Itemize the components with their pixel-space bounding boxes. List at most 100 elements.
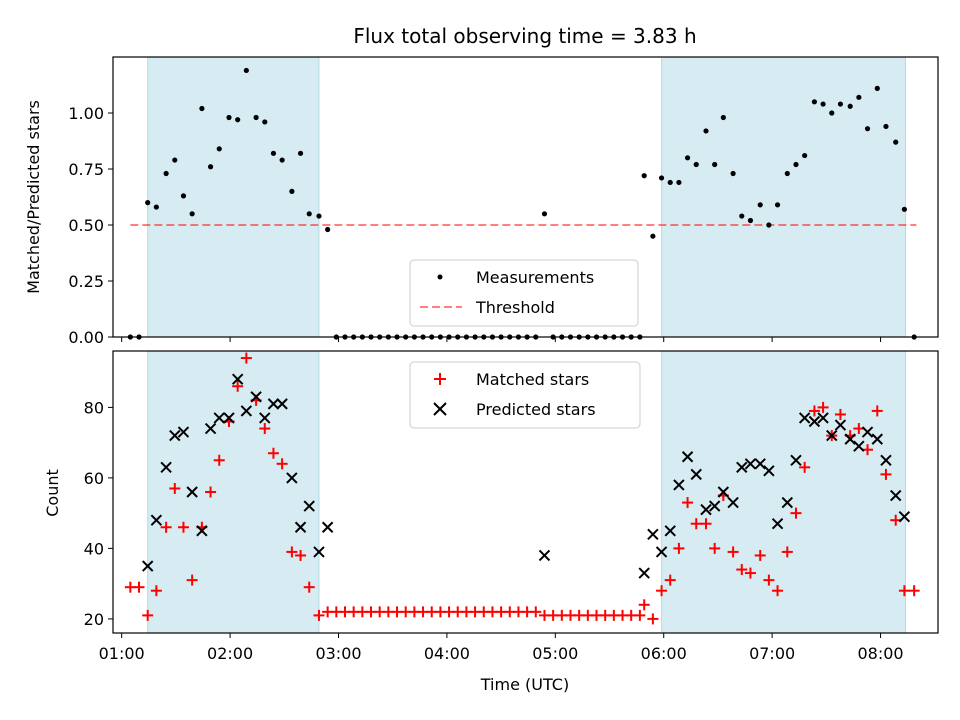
predicted-star-point bbox=[798, 412, 811, 424]
predicted-star-point bbox=[871, 433, 883, 445]
x-tick-label: 06:00 bbox=[641, 644, 687, 663]
predicted-x-b bbox=[790, 454, 802, 466]
measurement-point bbox=[766, 222, 772, 228]
bottom-legend-box bbox=[409, 361, 641, 429]
predicted-star-point bbox=[771, 518, 784, 530]
predicted-x-b bbox=[708, 500, 721, 512]
predicted-x-b bbox=[538, 549, 551, 562]
measurement-point bbox=[667, 179, 673, 186]
predicted-x-b bbox=[186, 486, 198, 498]
matched-star-point bbox=[754, 549, 766, 561]
predicted-star-point bbox=[186, 486, 198, 498]
predicted-star-point bbox=[708, 500, 721, 512]
measurement-point bbox=[641, 173, 647, 179]
measurement-point bbox=[189, 211, 195, 217]
measurement-point bbox=[243, 67, 249, 74]
matched-star-point bbox=[736, 564, 748, 576]
bottom-y-axis-label: Count bbox=[43, 469, 62, 517]
matched-star-point bbox=[150, 585, 162, 597]
bottom-axes-frame bbox=[112, 350, 939, 634]
measurement-point bbox=[316, 213, 322, 219]
predicted-x-b bbox=[808, 415, 821, 428]
y-tick-label: 1.00 bbox=[68, 104, 104, 123]
predicted-x-b bbox=[781, 496, 794, 509]
matched-star-point bbox=[267, 447, 279, 459]
measurement-point bbox=[199, 105, 205, 112]
shaded-region-2 bbox=[661, 56, 906, 338]
predicted-x-b bbox=[871, 433, 883, 445]
matched-star-point bbox=[880, 468, 892, 480]
matched-star-point bbox=[799, 461, 811, 473]
predicted-star-point bbox=[259, 412, 271, 424]
predicted-x-b bbox=[141, 560, 154, 572]
matched-star-point bbox=[744, 567, 756, 579]
measurement-point bbox=[253, 114, 259, 121]
figure-title: Flux total observing time = 3.83 h bbox=[353, 24, 696, 48]
predicted-star-point bbox=[204, 422, 217, 435]
predicted-x-b bbox=[754, 458, 766, 470]
top-measurements-layer bbox=[127, 67, 917, 340]
predicted-star-point bbox=[763, 465, 775, 477]
measurement-point bbox=[180, 193, 187, 199]
matched-star-point bbox=[303, 581, 315, 593]
predicted-star-point bbox=[826, 429, 838, 442]
predicted-star-point bbox=[898, 510, 911, 523]
predicted-x-b bbox=[286, 472, 298, 484]
matched-star-point bbox=[205, 486, 217, 498]
y-tick-label: 0.00 bbox=[68, 328, 104, 347]
matched-star-point bbox=[673, 542, 685, 554]
predicted-star-point bbox=[880, 454, 892, 466]
matched-star-point bbox=[853, 423, 865, 435]
predicted-star-point bbox=[744, 458, 757, 470]
predicted-star-point bbox=[321, 521, 334, 533]
matched-star-point bbox=[634, 609, 646, 621]
predicted-x-b bbox=[240, 405, 253, 417]
predicted-x-b bbox=[890, 489, 902, 502]
predicted-x-b bbox=[196, 525, 208, 537]
predicted-star-point bbox=[141, 560, 154, 572]
x-tick-label: 07:00 bbox=[749, 644, 795, 663]
x-axis-label: Time (UTC) bbox=[480, 675, 569, 694]
measurement-point bbox=[793, 161, 799, 168]
matched-star-point bbox=[276, 458, 288, 470]
matched-star-point bbox=[313, 609, 325, 621]
matched-star-point bbox=[295, 549, 307, 561]
legend-predicted-label: Predicted stars bbox=[476, 400, 596, 419]
measurement-point bbox=[874, 85, 880, 91]
predicted-x-b bbox=[763, 465, 775, 477]
predicted-star-point bbox=[808, 415, 821, 428]
matched-star-point bbox=[871, 405, 883, 417]
matched-star-point bbox=[213, 454, 225, 466]
predicted-x-b bbox=[259, 412, 271, 424]
legend-threshold-label: Threshold bbox=[475, 298, 555, 317]
predicted-x-b bbox=[303, 500, 315, 512]
predicted-x-b bbox=[223, 412, 235, 424]
matched-star-point bbox=[700, 518, 712, 530]
measurement-point bbox=[784, 170, 790, 177]
measurement-point bbox=[270, 150, 277, 156]
matched-star-point bbox=[664, 574, 676, 586]
bottom-y-ticks: 20 40 60 80 bbox=[84, 398, 113, 629]
matched-star-point bbox=[530, 606, 542, 618]
measurement-point bbox=[864, 126, 871, 132]
top-x-ticks bbox=[121, 337, 882, 342]
shaded-region-2 bbox=[661, 350, 906, 634]
predicted-star-point bbox=[294, 521, 307, 533]
matched-star-point bbox=[834, 408, 846, 420]
predicted-x-b bbox=[169, 429, 181, 442]
measurement-point bbox=[658, 175, 665, 181]
measurement-point bbox=[802, 152, 808, 159]
measurement-point bbox=[712, 161, 718, 168]
matched-star-point bbox=[177, 521, 189, 533]
measurement-point bbox=[289, 188, 295, 194]
measurement-point bbox=[757, 202, 763, 208]
predicted-x-b bbox=[647, 528, 659, 541]
predicted-star-point bbox=[781, 496, 794, 509]
measurement-point bbox=[684, 155, 691, 161]
x-tick-label: 05:00 bbox=[532, 644, 578, 663]
matched-star-point bbox=[790, 507, 802, 519]
predicted-x-b bbox=[673, 479, 685, 491]
predicted-star-point bbox=[169, 429, 181, 442]
bottom-panel: 01:00 02:00 03:00 04:00 05:00 06:00 07:00 08:00… bbox=[43, 350, 939, 694]
